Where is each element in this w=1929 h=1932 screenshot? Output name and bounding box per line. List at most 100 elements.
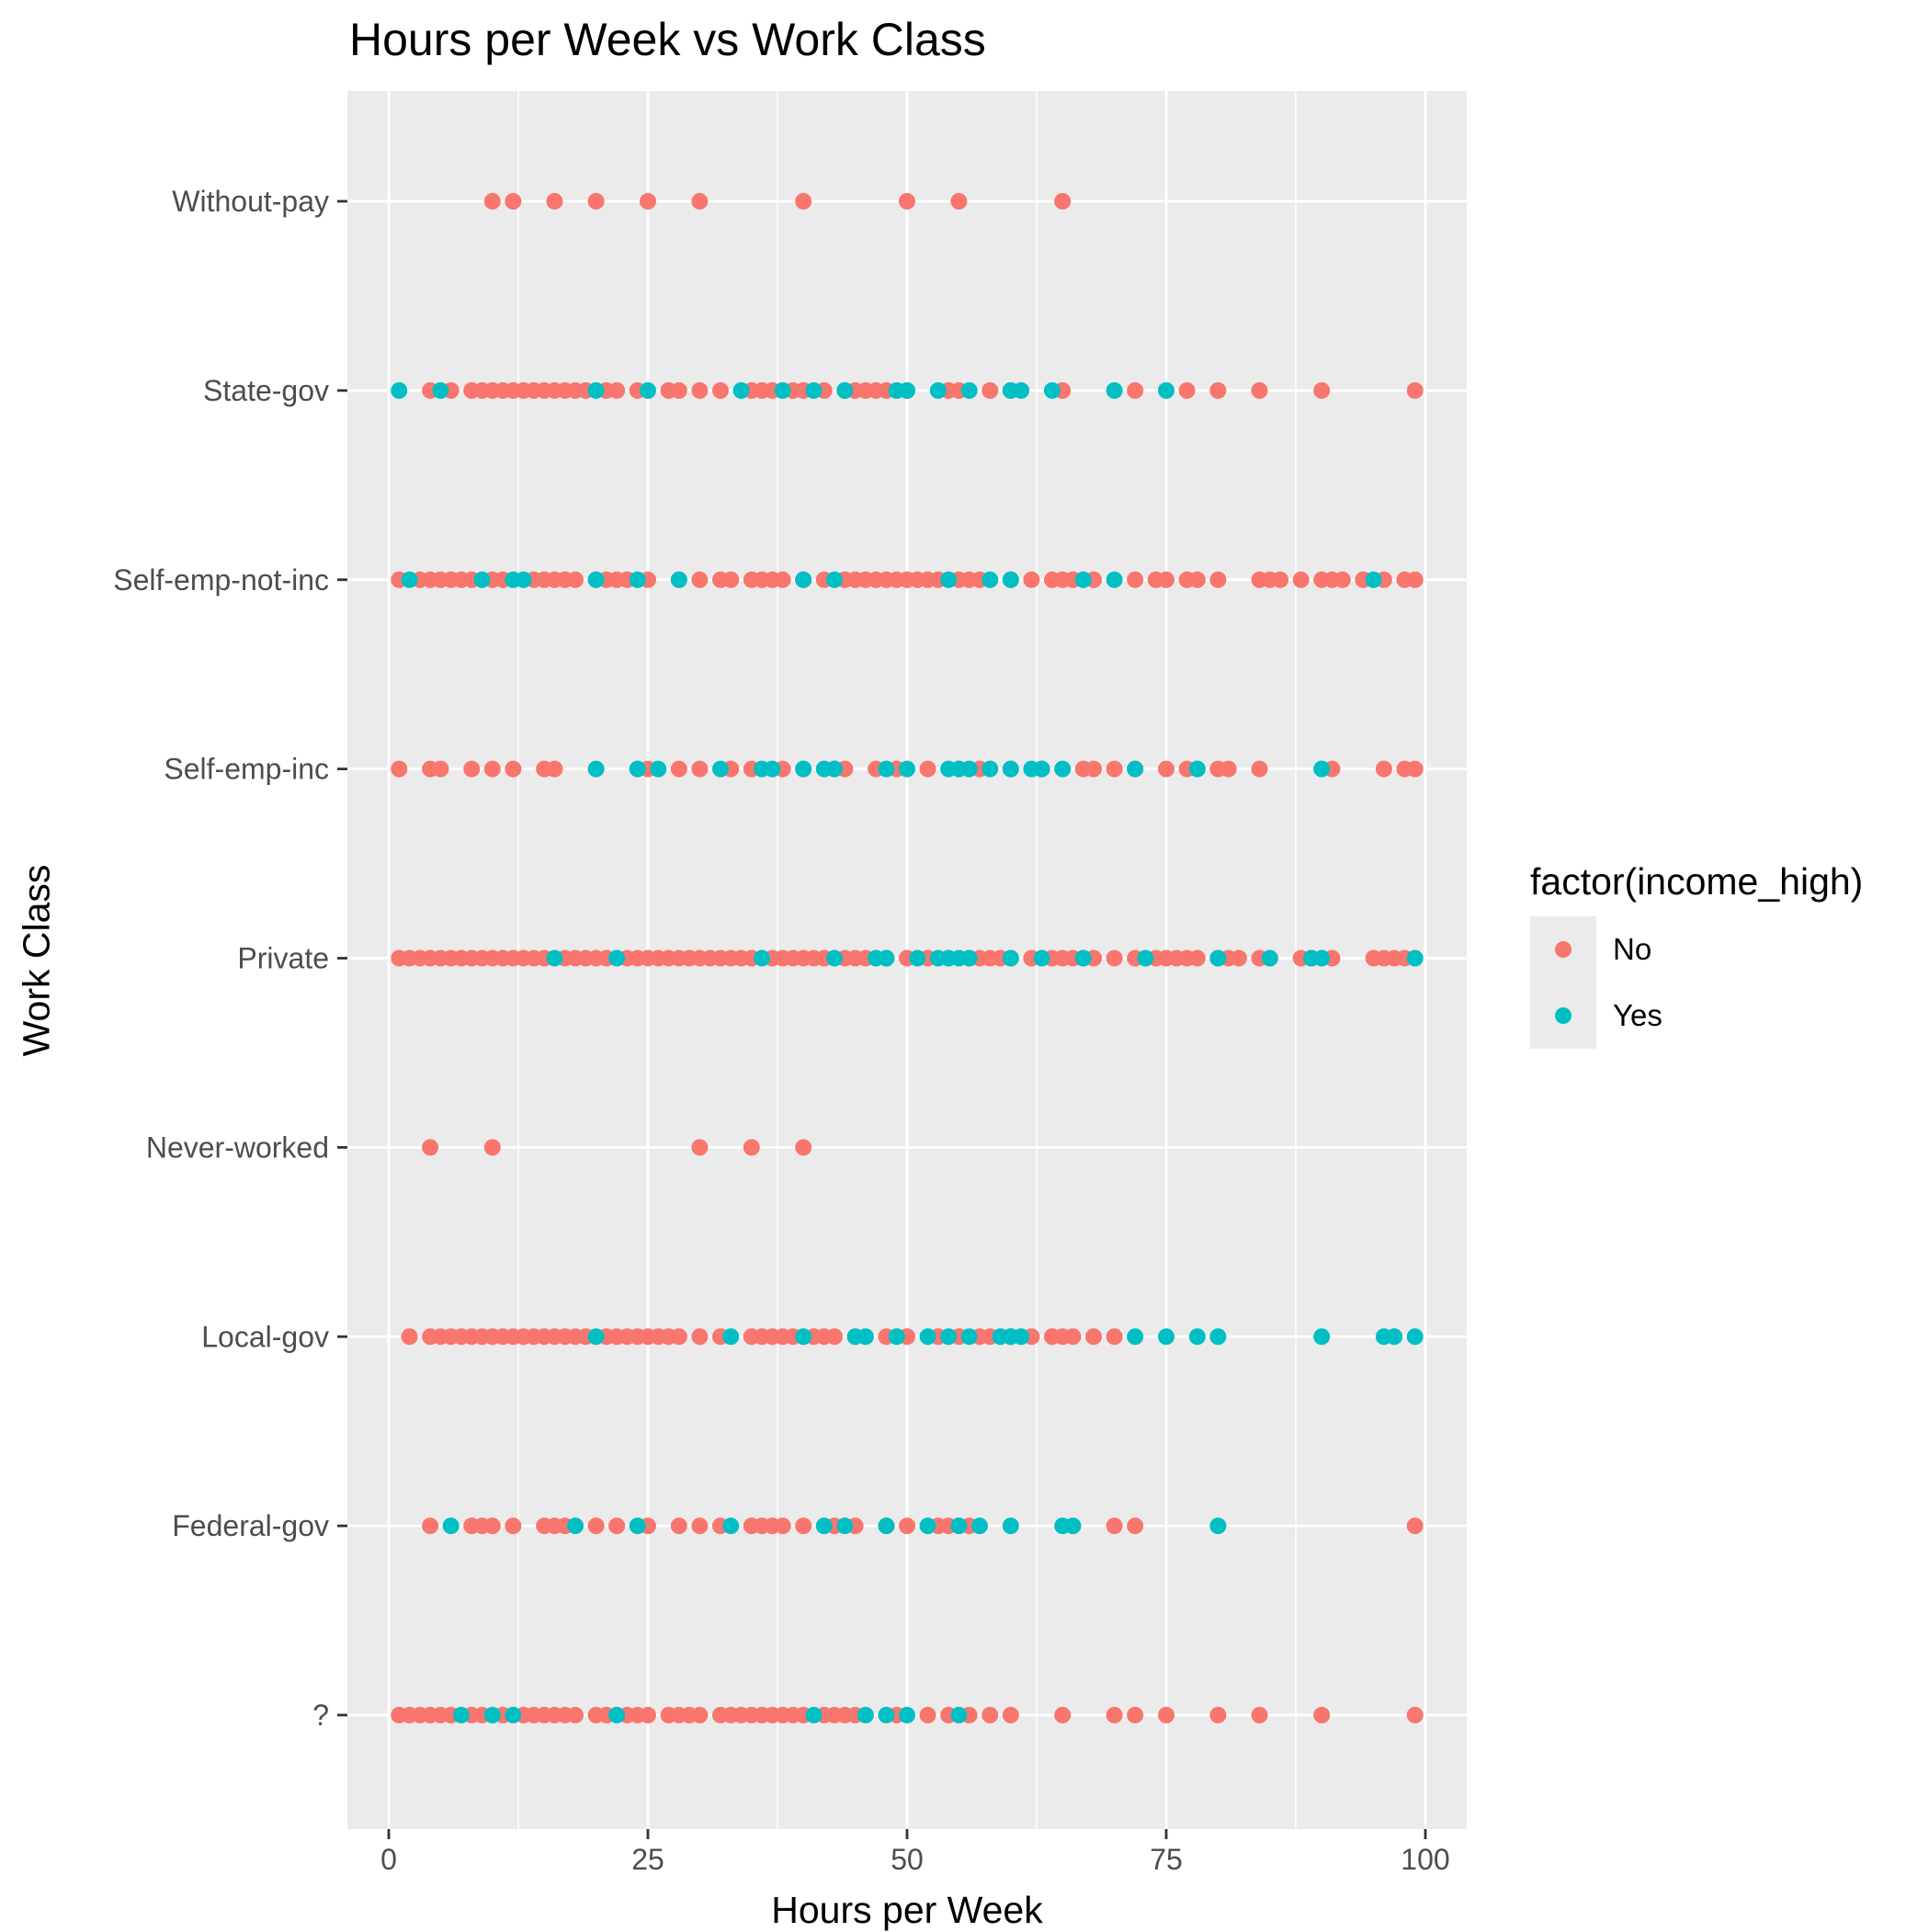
data-point-no — [546, 193, 563, 210]
data-point-no — [1106, 760, 1123, 778]
data-point-yes — [1043, 381, 1061, 399]
data-point-yes — [1106, 381, 1123, 399]
y-tick-label: ? — [312, 1699, 329, 1732]
data-point-no — [1209, 381, 1227, 399]
data-point-no — [1272, 571, 1289, 588]
data-point-yes — [805, 1707, 823, 1723]
data-point-no — [463, 760, 481, 778]
data-point-no — [546, 760, 563, 778]
data-point-yes — [629, 1517, 646, 1535]
data-point-no — [432, 760, 449, 778]
data-point-yes — [899, 760, 915, 778]
data-point-yes — [982, 760, 999, 778]
data-point-no — [691, 1517, 709, 1535]
data-point-no — [1064, 1328, 1082, 1346]
data-point-yes — [970, 1517, 988, 1535]
data-point-yes — [857, 1707, 874, 1723]
data-point-yes — [1188, 1328, 1206, 1346]
data-point-no — [1158, 571, 1174, 588]
y-tick-label: Local-gov — [201, 1320, 329, 1353]
data-point-no — [1127, 571, 1144, 588]
data-point-yes — [815, 1517, 833, 1535]
data-point-yes — [1209, 1328, 1227, 1346]
data-point-no — [1158, 760, 1174, 778]
data-point-no — [1313, 1707, 1331, 1723]
data-point-yes — [1054, 760, 1072, 778]
data-point-no — [711, 381, 729, 399]
data-point-yes — [401, 571, 418, 588]
data-point-no — [899, 1517, 915, 1535]
data-point-no — [422, 1139, 439, 1156]
data-point-no — [670, 1328, 687, 1346]
legend-title: factor(income_high) — [1530, 860, 1864, 903]
data-point-no — [1158, 1707, 1174, 1723]
data-point-no — [1375, 760, 1392, 778]
data-point-yes — [1074, 949, 1092, 967]
data-point-no — [1178, 381, 1196, 399]
data-point-no — [1188, 571, 1206, 588]
data-point-yes — [795, 760, 812, 778]
data-point-yes — [546, 949, 563, 967]
data-point-yes — [919, 1517, 936, 1535]
data-point-yes — [629, 760, 646, 778]
data-point-yes — [795, 571, 812, 588]
data-point-no — [795, 1139, 812, 1156]
y-tick-label: Private — [237, 942, 329, 975]
data-point-yes — [982, 571, 999, 588]
data-point-yes — [960, 1328, 978, 1346]
data-point-no — [505, 760, 522, 778]
data-point-no — [1023, 571, 1040, 588]
data-point-yes — [929, 381, 947, 399]
data-point-yes — [1261, 949, 1278, 967]
data-point-no — [691, 760, 709, 778]
data-point-no — [795, 193, 812, 210]
data-point-yes — [909, 949, 926, 967]
data-point-yes — [940, 1328, 958, 1346]
data-point-no — [1085, 1328, 1103, 1346]
data-point-no — [670, 381, 687, 399]
data-point-no — [774, 1517, 791, 1535]
data-point-yes — [878, 1517, 895, 1535]
data-point-yes — [960, 949, 978, 967]
data-point-no — [919, 1707, 936, 1723]
data-point-no — [608, 1517, 626, 1535]
y-axis-label: Work Class — [15, 864, 58, 1056]
data-point-yes — [1064, 1517, 1082, 1535]
data-point-no — [1220, 760, 1237, 778]
legend-label-yes: Yes — [1613, 998, 1662, 1032]
data-point-no — [1333, 571, 1351, 588]
data-point-no — [691, 381, 709, 399]
data-point-no — [1106, 949, 1123, 967]
data-point-yes — [1313, 1328, 1331, 1346]
data-point-yes — [1002, 571, 1019, 588]
legend-swatch-yes — [1555, 1007, 1572, 1024]
data-point-yes — [1406, 949, 1424, 967]
data-point-no — [483, 760, 501, 778]
x-tick-label: 100 — [1401, 1843, 1449, 1876]
data-point-no — [826, 1328, 844, 1346]
data-point-yes — [1127, 1328, 1144, 1346]
data-point-yes — [878, 760, 895, 778]
data-point-yes — [888, 1328, 905, 1346]
data-point-yes — [732, 381, 750, 399]
data-point-yes — [960, 381, 978, 399]
data-point-yes — [1002, 760, 1019, 778]
data-point-yes — [442, 1517, 460, 1535]
data-point-yes — [629, 571, 646, 588]
data-point-yes — [1013, 1328, 1030, 1346]
data-point-yes — [1188, 760, 1206, 778]
data-point-no — [1127, 1707, 1144, 1723]
data-point-no — [743, 1139, 760, 1156]
data-point-no — [899, 193, 915, 210]
data-point-yes — [754, 949, 771, 967]
data-point-no — [1251, 1707, 1268, 1723]
x-tick-label: 75 — [1150, 1843, 1183, 1876]
data-point-no — [1313, 381, 1331, 399]
data-point-no — [483, 1139, 501, 1156]
data-point-no — [691, 571, 709, 588]
y-tick-label: Self-emp-inc — [164, 753, 329, 786]
data-point-no — [1106, 1707, 1123, 1723]
data-point-no — [483, 193, 501, 210]
